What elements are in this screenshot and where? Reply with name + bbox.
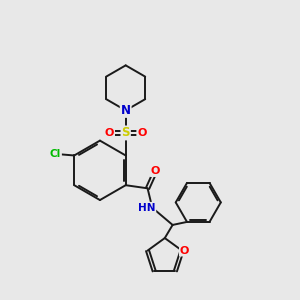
Text: Cl: Cl [50,149,61,159]
Text: N: N [121,104,131,117]
Text: O: O [180,246,189,256]
Text: O: O [137,128,147,138]
Text: S: S [122,126,130,140]
Text: O: O [105,128,114,138]
Text: HN: HN [138,203,155,213]
Text: O: O [151,166,160,176]
